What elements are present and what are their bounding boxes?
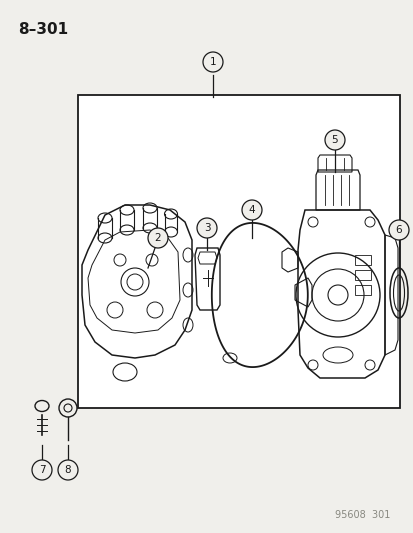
Text: 1: 1 bbox=[209, 57, 216, 67]
Text: 95608  301: 95608 301 bbox=[334, 510, 389, 520]
Text: 3: 3 bbox=[203, 223, 210, 233]
Circle shape bbox=[58, 460, 78, 480]
Text: 2: 2 bbox=[154, 233, 161, 243]
Circle shape bbox=[32, 460, 52, 480]
Circle shape bbox=[324, 130, 344, 150]
Bar bbox=[78, 95, 399, 408]
Circle shape bbox=[147, 228, 168, 248]
Text: 4: 4 bbox=[248, 205, 255, 215]
Circle shape bbox=[202, 52, 223, 72]
Text: 6: 6 bbox=[395, 225, 401, 235]
Bar bbox=[354, 285, 370, 295]
Bar bbox=[354, 270, 370, 280]
Text: 5: 5 bbox=[331, 135, 337, 145]
Text: 8: 8 bbox=[64, 465, 71, 475]
Text: 8–301: 8–301 bbox=[18, 22, 68, 37]
Bar bbox=[354, 255, 370, 265]
Circle shape bbox=[388, 220, 408, 240]
Circle shape bbox=[242, 200, 261, 220]
Text: 7: 7 bbox=[38, 465, 45, 475]
Circle shape bbox=[197, 218, 216, 238]
